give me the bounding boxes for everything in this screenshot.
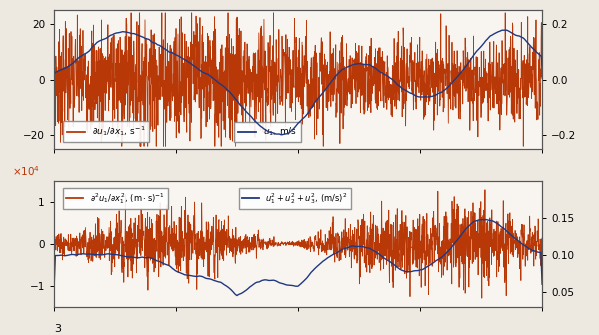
Text: 3: 3 xyxy=(54,324,61,334)
Text: $\times 10^4$: $\times 10^4$ xyxy=(13,164,41,178)
Legend: $u_1^2+u_2^2+u_3^2,\,(\mathrm{m/s})^2$: $u_1^2+u_2^2+u_3^2,\,(\mathrm{m/s})^2$ xyxy=(239,188,351,209)
Legend: $u_1,\,\mathrm{m/s}$: $u_1,\,\mathrm{m/s}$ xyxy=(234,122,301,142)
